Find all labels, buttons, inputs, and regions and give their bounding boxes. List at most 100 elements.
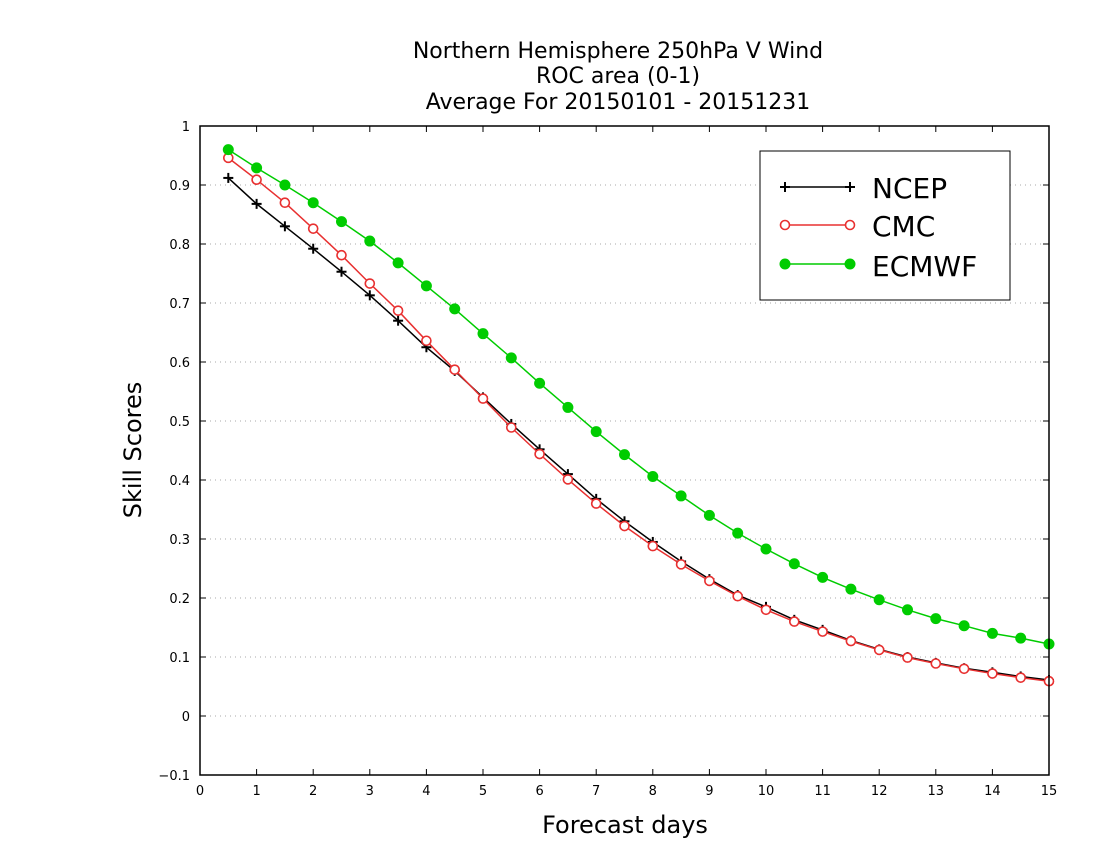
legend-marker-cmc — [779, 219, 791, 231]
data-point-cmc — [675, 559, 687, 570]
x-axis-label: Forecast days — [542, 811, 708, 839]
data-point-ecmwf — [958, 620, 970, 632]
data-point-cmc — [477, 393, 489, 404]
x-tick-label: 2 — [309, 784, 317, 799]
data-point-ecmwf — [619, 449, 630, 461]
y-tick-label: 0.5 — [169, 415, 190, 430]
data-point-cmc — [902, 652, 913, 663]
data-point-ecmwf — [364, 235, 376, 247]
y-tick-label: 1 — [182, 120, 190, 135]
y-tick-label: 0.2 — [169, 592, 190, 607]
series-layer — [222, 144, 1055, 687]
legend-marker-ecmwf — [844, 258, 856, 270]
series-ecmwf — [222, 144, 1055, 650]
data-point-cmc — [987, 668, 998, 679]
data-point-ncep — [364, 290, 375, 301]
data-point-ecmwf — [392, 257, 404, 269]
y-tick-label: −0.1 — [158, 769, 190, 784]
data-point-ecmwf — [534, 377, 546, 389]
data-point-ecmwf — [222, 144, 234, 156]
y-tick-label: 0.4 — [169, 474, 190, 489]
legend-label-ecmwf: ECMWF — [872, 250, 977, 283]
chart-title: Northern Hemisphere 250hPa V Wind ROC ar… — [413, 39, 823, 115]
legend-label-cmc: CMC — [872, 210, 935, 243]
x-tick-label: 0 — [196, 784, 204, 799]
data-point-ncep — [223, 172, 234, 183]
data-point-cmc — [449, 364, 461, 375]
data-point-cmc — [1015, 672, 1027, 683]
data-point-ecmwf — [647, 470, 659, 482]
legend-label-ncep: NCEP — [872, 172, 947, 205]
data-point-cmc — [788, 616, 800, 627]
data-point-ecmwf — [703, 509, 715, 521]
y-tick-label: 0.6 — [169, 356, 190, 371]
data-point-ecmwf — [590, 426, 602, 438]
data-point-ecmwf — [477, 328, 489, 340]
y-tick-label: 0.9 — [169, 179, 190, 194]
data-point-ncep — [251, 198, 262, 209]
data-point-cmc — [590, 498, 602, 509]
data-point-cmc — [647, 540, 659, 552]
data-point-cmc — [958, 663, 970, 675]
data-point-ncep — [308, 243, 319, 254]
y-tick-label: 0.1 — [169, 651, 190, 666]
data-point-cmc — [307, 223, 319, 234]
y-axis-label: Skill Scores — [119, 382, 147, 519]
data-point-ecmwf — [251, 162, 263, 174]
series-cmc — [223, 152, 1055, 687]
data-point-cmc — [930, 658, 942, 669]
data-point-ncep — [336, 266, 347, 277]
chart-title-line-2: ROC area (0-1) — [536, 64, 700, 89]
y-tick-label: 0.3 — [169, 533, 190, 548]
data-point-ecmwf — [902, 604, 913, 616]
data-point-ecmwf — [505, 352, 517, 364]
data-point-cmc — [251, 174, 262, 185]
data-point-ecmwf — [760, 543, 772, 555]
legend-marker-ncep — [845, 182, 855, 192]
data-point-cmc — [279, 197, 291, 208]
x-tick-label: 12 — [871, 784, 888, 799]
x-tick-label: 1 — [252, 784, 260, 799]
x-tick-label: 8 — [649, 784, 657, 799]
data-point-ecmwf — [817, 571, 829, 583]
data-point-cmc — [364, 278, 376, 289]
x-tick-label: 13 — [928, 784, 945, 799]
x-tick-label: 9 — [705, 784, 713, 799]
data-point-ecmwf — [675, 490, 687, 502]
data-point-cmc — [392, 305, 404, 316]
data-point-cmc — [619, 520, 630, 532]
y-tick-label: 0.7 — [169, 297, 190, 312]
data-point-cmc — [845, 635, 857, 647]
data-point-ecmwf — [986, 627, 998, 639]
data-point-ncep — [279, 221, 290, 232]
data-point-ecmwf — [845, 583, 857, 595]
data-point-cmc — [562, 474, 574, 485]
x-tick-label: 15 — [1041, 784, 1058, 799]
data-point-ecmwf — [1015, 632, 1027, 644]
data-point-ecmwf — [307, 197, 319, 209]
x-tick-label: 10 — [758, 784, 775, 799]
x-tick-label: 11 — [814, 784, 831, 799]
data-point-ecmwf — [788, 558, 800, 570]
data-point-cmc — [421, 335, 432, 347]
x-tick-label: 6 — [535, 784, 543, 799]
data-point-cmc — [336, 249, 347, 261]
x-tick-label: 5 — [479, 784, 487, 799]
x-tick-label: 14 — [984, 784, 1001, 799]
y-tick-label: 0 — [182, 710, 190, 725]
data-point-ncep — [393, 315, 404, 326]
data-point-ecmwf — [336, 216, 347, 228]
data-point-ecmwf — [732, 527, 744, 539]
legend-marker-cmc — [844, 219, 856, 231]
x-tick-label: 4 — [422, 784, 430, 799]
data-point-cmc — [873, 644, 885, 656]
data-point-ecmwf — [930, 613, 942, 625]
data-point-cmc — [534, 448, 545, 460]
data-point-cmc — [704, 575, 715, 587]
data-point-ecmwf — [449, 303, 461, 315]
chart-title-line-3: Average For 20150101 - 20151231 — [426, 90, 811, 115]
data-point-ecmwf — [562, 401, 574, 413]
chart-title-line-1: Northern Hemisphere 250hPa V Wind — [413, 39, 823, 64]
data-point-cmc — [505, 422, 517, 433]
x-tick-label: 7 — [592, 784, 600, 799]
